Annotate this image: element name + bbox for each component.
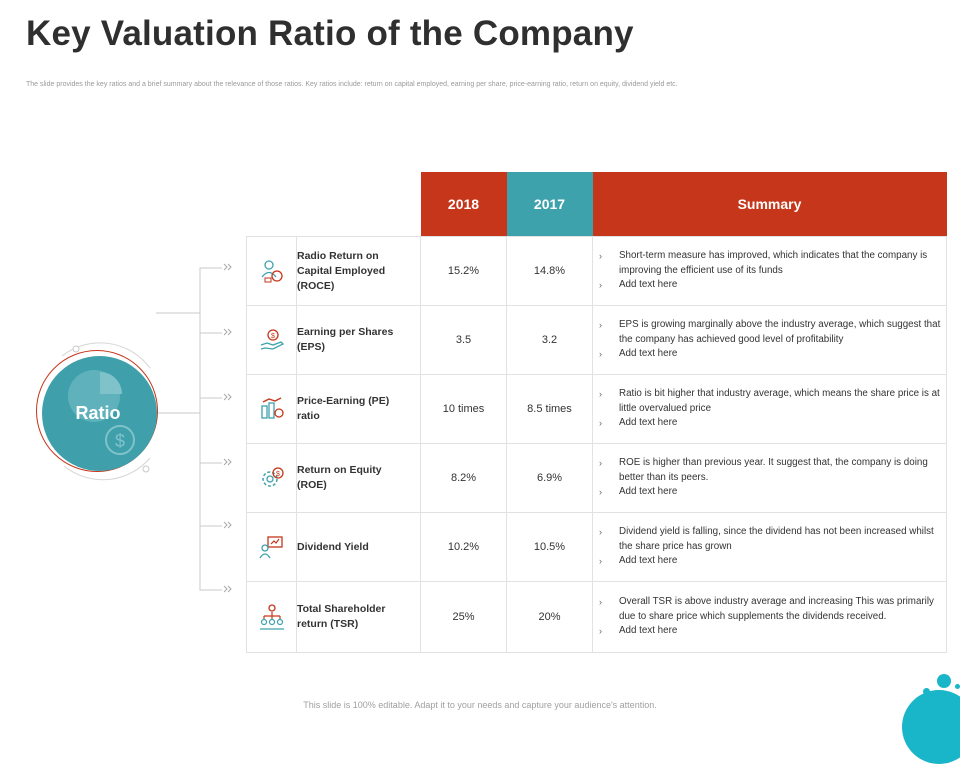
hub-ring <box>36 350 158 472</box>
summary-placeholder: Add text here <box>619 486 678 498</box>
summary-placeholder: Add text here <box>619 417 678 429</box>
decor-circle-large <box>902 690 960 764</box>
table-row: Price-Earning (PE) ratio 10 times 8.5 ti… <box>246 374 947 444</box>
row-icon-cell <box>246 236 297 306</box>
row-icon-cell: $ <box>246 443 297 513</box>
header-2018: 2018 <box>420 172 507 237</box>
summary-text: Ratio is bit higher that industry averag… <box>619 388 940 414</box>
pie-dollar-icon: $ <box>68 370 135 455</box>
ratio-name: Dividend Yield <box>296 512 421 582</box>
summary-text: ROE is higher than previous year. It sug… <box>619 457 928 483</box>
svg-text:$: $ <box>115 431 125 451</box>
decor-circle-medium <box>937 674 951 688</box>
eps-icon: $ <box>260 329 284 350</box>
row-icon-cell <box>246 512 297 582</box>
summary-text: EPS is growing marginally above the indu… <box>619 319 941 345</box>
ratio-name: Total Shareholder return (TSR) <box>296 581 421 653</box>
summary-placeholder: Add text here <box>619 348 678 360</box>
header-2017: 2017 <box>506 172 593 237</box>
summary-text: Overall TSR is above industry average an… <box>619 596 934 622</box>
table-row: Total Shareholder return (TSR) 25% 20% ›… <box>246 581 947 653</box>
hub-label: Ratio <box>75 403 121 423</box>
value-2017: 8.5 times <box>506 374 593 444</box>
value-2018: 3.5 <box>420 305 507 375</box>
summary-cell: › Overall TSR is above industry average a… <box>592 581 947 653</box>
summary-cell: › EPS is growing marginally above the ind… <box>592 305 947 375</box>
valuation-ratio-table: 2018 2017 Summary Radio Return on Capita… <box>246 172 947 653</box>
summary-text: Dividend yield is falling, since the div… <box>619 526 934 552</box>
ratio-name: Return on Equity (ROE) <box>296 443 421 513</box>
row-icon-cell: $ <box>246 305 297 375</box>
dividend-icon <box>258 536 283 559</box>
row-icon-cell <box>246 581 297 653</box>
table-row: Radio Return on Capital Employed (ROCE) … <box>246 236 947 306</box>
header-blank <box>247 172 421 237</box>
header-summary: Summary <box>592 172 947 237</box>
ratio-name: Earning per Shares (EPS) <box>296 305 421 375</box>
tsr-icon <box>259 604 284 630</box>
value-2017: 3.2 <box>506 305 593 375</box>
value-2018: 15.2% <box>420 236 507 306</box>
value-2017: 6.9% <box>506 443 593 513</box>
summary-cell: › Ratio is bit higher that industry avera… <box>592 374 947 444</box>
roce-icon <box>260 260 283 283</box>
summary-cell: › ROE is higher than previous year. It su… <box>592 443 947 513</box>
value-2018: 25% <box>420 581 507 653</box>
slide-subtitle: The slide provides the key ratios and a … <box>26 81 678 88</box>
decor-circle-tiny <box>955 684 960 689</box>
connector-lines <box>61 263 232 593</box>
summary-text: Short-term measure has improved, which i… <box>619 250 928 276</box>
summary-placeholder: Add text here <box>619 555 678 567</box>
value-2017: 20% <box>506 581 593 653</box>
footer-note: This slide is 100% editable. Adapt it to… <box>303 700 657 710</box>
svg-text:$: $ <box>271 333 275 340</box>
decor-circle-small <box>923 688 930 695</box>
ratio-name: Price-Earning (PE) ratio <box>296 374 421 444</box>
table-header-row: 2018 2017 Summary <box>247 172 947 237</box>
value-2018: 10 times <box>420 374 507 444</box>
svg-text:$: $ <box>276 471 280 478</box>
summary-placeholder: Add text here <box>619 279 678 291</box>
summary-cell: › Short-term measure has improved, which … <box>592 236 947 306</box>
table-row: Dividend Yield 10.2% 10.5% › Dividend yie… <box>246 512 947 582</box>
pe-icon <box>260 397 284 419</box>
row-icon-cell <box>246 374 297 444</box>
summary-cell: › Dividend yield is falling, since the di… <box>592 512 947 582</box>
value-2018: 8.2% <box>420 443 507 513</box>
summary-placeholder: Add text here <box>619 625 678 637</box>
roe-icon: $ <box>261 467 284 487</box>
slide-title: Key Valuation Ratio of the Company <box>26 14 634 53</box>
table-row: $ Return on Equity (ROE) 8.2% 6.9% › ROE … <box>246 443 947 513</box>
ratio-hub: $ <box>42 356 157 471</box>
value-2017: 10.5% <box>506 512 593 582</box>
ratio-name: Radio Return on Capital Employed (ROCE) <box>296 236 421 306</box>
value-2018: 10.2% <box>420 512 507 582</box>
value-2017: 14.8% <box>506 236 593 306</box>
table-row: $ Earning per Shares (EPS) 3.5 3.2 › EPS … <box>246 305 947 375</box>
